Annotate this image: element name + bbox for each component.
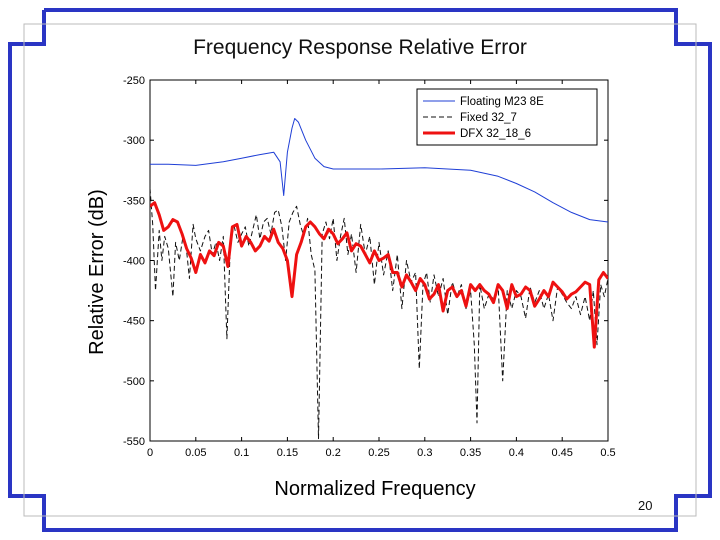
x-tick-label: 0.25 xyxy=(368,447,389,459)
y-tick-label: -300 xyxy=(123,135,145,147)
x-tick-label: 0.45 xyxy=(551,447,572,459)
x-tick-label: 0.15 xyxy=(277,447,298,459)
x-tick-label: 0.3 xyxy=(417,447,432,459)
frame-gray-line xyxy=(23,23,697,517)
chart-title: Frequency Response Relative Error xyxy=(193,36,527,59)
legend-label: Fixed 32_7 xyxy=(460,112,517,124)
y-tick-label: -500 xyxy=(123,376,145,388)
page-number: 20 xyxy=(638,498,653,513)
series-line-1 xyxy=(150,118,608,223)
y-tick-label: -250 xyxy=(123,75,145,87)
x-tick-label: 0.4 xyxy=(509,447,524,459)
series-layer xyxy=(150,118,608,440)
x-tick-label: 0 xyxy=(147,447,153,459)
axis-ticks xyxy=(149,79,609,442)
y-axis-label: Relative Error (dB) xyxy=(86,189,108,355)
series-line-3 xyxy=(150,201,608,349)
y-tick-label: -550 xyxy=(123,436,145,448)
x-tick-label: 0.2 xyxy=(326,447,341,459)
x-tick-label: 0.35 xyxy=(460,447,481,459)
y-tick-label: -450 xyxy=(123,316,145,328)
x-tick-label: 0.1 xyxy=(234,447,249,459)
legend-label: DFX 32_18_6 xyxy=(460,128,531,140)
legend-label: Floating M23 8E xyxy=(460,96,544,108)
y-tick-label: -400 xyxy=(123,256,145,268)
x-tick-label: 0.05 xyxy=(185,447,206,459)
y-tick-label: -350 xyxy=(123,195,145,207)
legend: Floating M23 8E Fixed 32_7 DFX 32_18_6 xyxy=(416,88,598,146)
slide-frame xyxy=(8,8,712,532)
axis-tick-labels: 0 0.05 0.1 0.15 0.2 0.25 0.3 0.35 0.4 0.45 0.5 -250… xyxy=(123,75,616,459)
x-axis-label: Normalized Frequency xyxy=(274,478,475,500)
x-tick-label: 0.5 xyxy=(600,447,615,459)
frame-blue-line xyxy=(8,8,712,532)
